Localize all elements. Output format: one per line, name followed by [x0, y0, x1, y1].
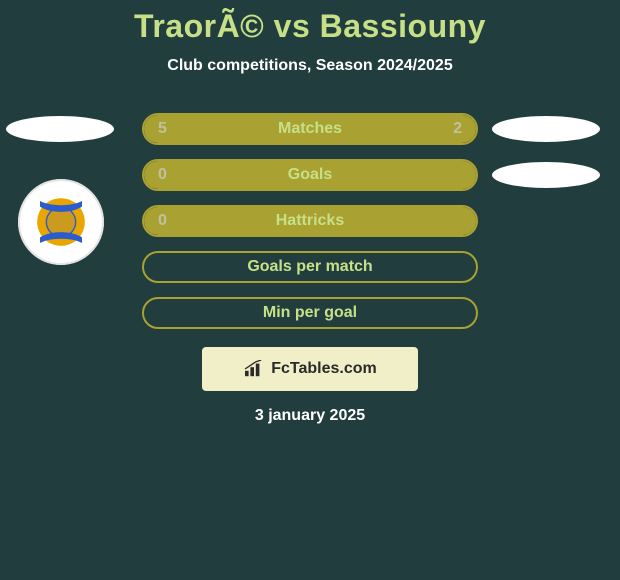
player-photo-placeholder [492, 116, 600, 142]
page-subtitle: Club competitions, Season 2024/2025 [0, 57, 620, 75]
stat-value-left: 0 [158, 166, 167, 184]
stat-value-left: 0 [158, 212, 167, 230]
watermark-text: FcTables.com [271, 360, 377, 378]
stat-bar: Goals per match [142, 251, 478, 283]
stat-bar: Min per goal [142, 297, 478, 329]
ismaily-badge [18, 179, 104, 265]
comparison-infographic: TraorÃ© vs Bassiouny Club competitions, … [0, 0, 620, 580]
stat-label: Min per goal [263, 304, 357, 322]
stat-value-left: 5 [158, 120, 167, 138]
watermark-box: FcTables.com [202, 347, 418, 391]
club-crest-icon [26, 187, 96, 257]
date-text: 3 january 2025 [0, 407, 620, 425]
stat-row: 5 2 Matches [0, 113, 620, 145]
player-photo-placeholder [492, 162, 600, 188]
stat-row: Min per goal [0, 297, 620, 329]
page-title: TraorÃ© vs Bassiouny [0, 0, 620, 45]
player-photo-placeholder [6, 116, 114, 142]
stat-value-right: 2 [453, 120, 462, 138]
stat-bar-fill-left [144, 115, 381, 143]
stat-bar: 0 Goals [142, 159, 478, 191]
stat-label: Hattricks [276, 212, 344, 230]
stat-label: Matches [278, 120, 342, 138]
stat-bar: 5 2 Matches [142, 113, 478, 145]
stat-bar: 0 Hattricks [142, 205, 478, 237]
bar-chart-icon [243, 360, 265, 378]
stat-label: Goals per match [247, 258, 372, 276]
stat-label: Goals [288, 166, 332, 184]
